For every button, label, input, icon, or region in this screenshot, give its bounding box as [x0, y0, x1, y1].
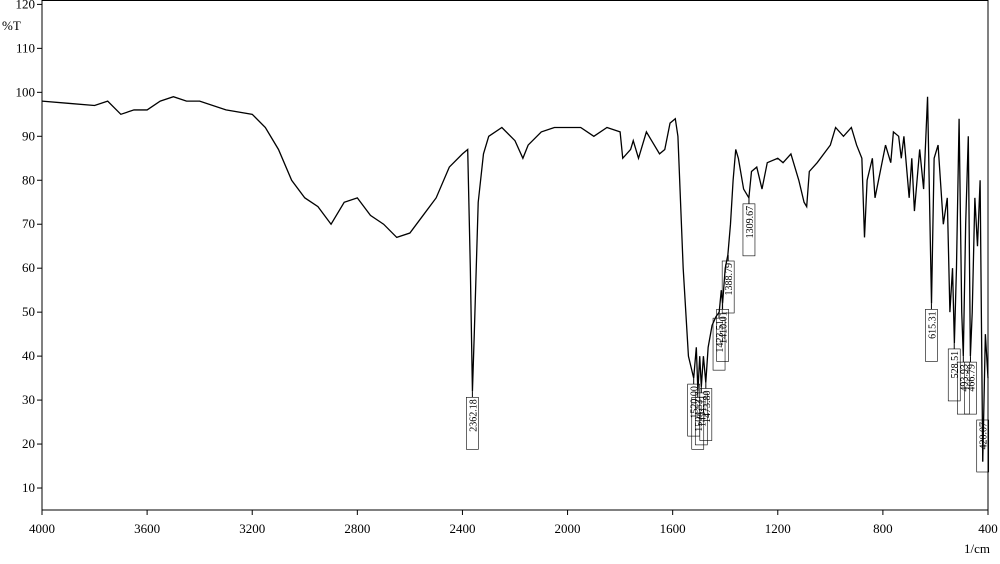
y-tick-label: 110: [16, 40, 35, 55]
x-tick-label: 1600: [660, 521, 686, 536]
annotation-label: 1491.11: [697, 395, 708, 427]
x-tick-label: 800: [873, 521, 893, 536]
annotation-label: 1410.01: [719, 311, 730, 344]
x-tick-label: 400: [978, 521, 998, 536]
annotation-label: 466.79: [966, 364, 977, 392]
annotation-label: 1309.67: [745, 206, 756, 239]
y-tick-label: 80: [22, 172, 35, 187]
x-tick-label: 4000: [29, 521, 55, 536]
x-tick-label: 2800: [344, 521, 370, 536]
y-tick-label: 120: [16, 0, 36, 11]
x-tick-label: 3200: [239, 521, 265, 536]
annotation-box: [925, 309, 938, 362]
annotation-label: 1423.51: [715, 320, 726, 353]
x-tick-label: 3600: [134, 521, 160, 536]
y-tick-label: 60: [22, 260, 35, 275]
y-tick-label: 10: [22, 480, 35, 495]
y-tick-label: 20: [22, 436, 35, 451]
annotation-label: 528.51: [950, 351, 961, 379]
annotation-label: 1388.79: [724, 263, 735, 296]
annotation-box: [466, 396, 479, 450]
y-tick-label: 30: [22, 392, 35, 407]
annotation-label: 615.31: [927, 311, 938, 339]
annotation-box: [964, 361, 977, 415]
x-tick-label: 1200: [765, 521, 791, 536]
y-axis-label: %T: [2, 18, 21, 33]
annotation-box: [699, 388, 713, 441]
annotation-box: [694, 392, 708, 446]
annotation-box: [716, 309, 729, 362]
y-tick-label: 90: [22, 128, 35, 143]
annotation-box: [721, 260, 735, 314]
annotation-label: 1504.53: [694, 399, 705, 432]
x-axis-label: 1/cm: [964, 541, 990, 556]
annotation-label: 1473.80: [702, 391, 713, 424]
annotation-box: [976, 419, 990, 473]
spectrum-line: [41, 96, 989, 462]
annotation-label: 420.07: [979, 422, 990, 450]
plot-frame: [41, 0, 989, 511]
annotation-box: [742, 203, 756, 257]
annotation-box: [691, 396, 705, 450]
x-tick-label: 2000: [555, 521, 581, 536]
annotation-label: 493.93: [959, 364, 970, 392]
y-tick-label: 70: [22, 216, 35, 231]
y-tick-label: 100: [16, 84, 36, 99]
y-tick-label: 40: [22, 348, 35, 363]
y-tick-label: 50: [22, 304, 35, 319]
annotation-box: [712, 317, 726, 371]
annotation-box: [957, 361, 970, 415]
annotation-box: [947, 348, 961, 402]
annotation-label: 2362.18: [468, 399, 479, 432]
x-tick-label: 2400: [449, 521, 475, 536]
